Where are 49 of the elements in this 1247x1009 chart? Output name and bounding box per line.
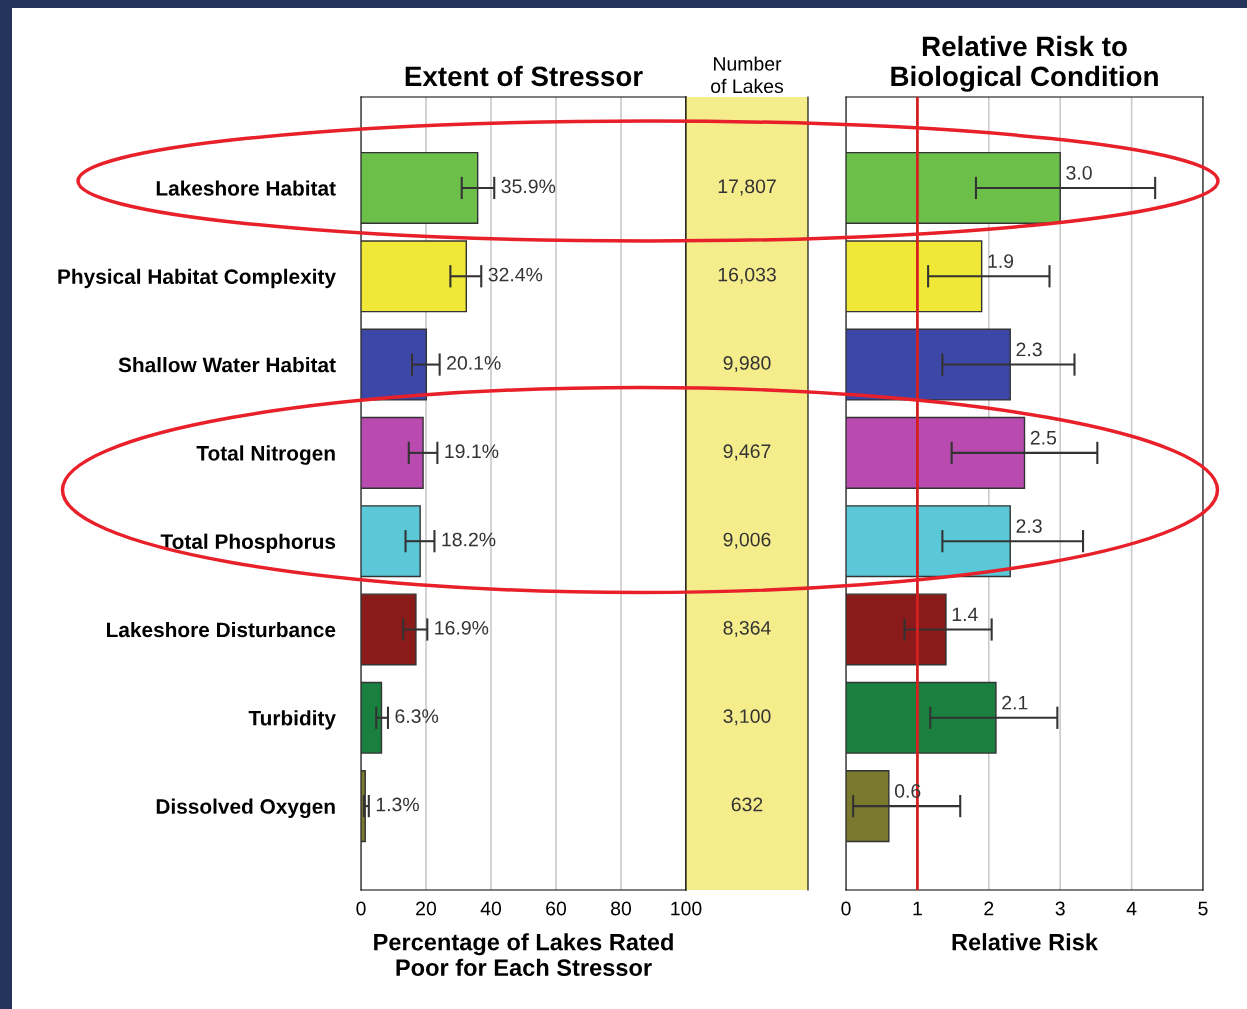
data-label: 9,467 <box>723 444 771 461</box>
data-label: 1.9 <box>988 254 1014 269</box>
x-tick-label: 80 <box>611 901 632 916</box>
x-tick-label: 40 <box>480 901 502 916</box>
text: Number of Lakes <box>711 56 784 94</box>
data-label: 16.9% <box>435 620 489 635</box>
y-tick-label: Lakeshore Habitat <box>156 180 336 196</box>
data-label: 17,807 <box>718 179 776 196</box>
data-label: 6.3% <box>395 709 439 724</box>
data-label: 2.5 <box>1030 430 1057 445</box>
x-tick-label: 4 <box>1126 901 1137 916</box>
bar <box>361 681 383 754</box>
x-axis-title: Relative Risk <box>952 933 1099 951</box>
chart-title: Relative Risk to Biological Condition <box>891 35 1158 92</box>
data-label: 2.3 <box>1016 342 1042 357</box>
x-tick-label: 100 <box>671 901 702 916</box>
x-tick-label: 0 <box>841 901 851 916</box>
data-label: 18.2% <box>442 532 496 547</box>
x-tick-label: 20 <box>416 901 437 916</box>
y-tick-label: Physical Habitat Complexity <box>58 268 336 289</box>
data-label: 632 <box>731 797 763 812</box>
x-tick-label: 1 <box>913 901 922 916</box>
x-tick-label: 2 <box>984 901 994 916</box>
data-label: 1.3% <box>376 797 419 812</box>
x-tick-label: 3 <box>1055 901 1065 916</box>
data-label: 32.4% <box>488 267 543 282</box>
data-label: 9,980 <box>723 356 771 373</box>
y-tick-label: Total Nitrogen <box>196 445 335 465</box>
y-tick-label: Lakeshore Disturbance <box>107 621 336 638</box>
x-tick-label: 0 <box>356 901 366 916</box>
x-axis-title: Percentage of Lakes Rated Poor for Each Stressor <box>374 933 673 976</box>
y-tick-label: Shallow Water Habitat <box>118 357 336 373</box>
y-tick-label: Total Phosphorus <box>160 533 336 554</box>
data-label: 8,364 <box>723 620 771 638</box>
data-label: 35.9% <box>501 179 556 194</box>
data-label: 3,100 <box>723 709 771 726</box>
data-label: 2.1 <box>1002 695 1028 710</box>
data-label: 1.4 <box>952 607 978 622</box>
chart-title: Extent of Stressor <box>405 65 643 87</box>
x-tick-label: 5 <box>1198 901 1208 916</box>
x-tick-label: 60 <box>546 901 567 916</box>
data-label: 20.1% <box>447 356 501 370</box>
data-label: 9,006 <box>723 532 771 549</box>
data-label: 19.1% <box>445 444 499 459</box>
data-label: 16,033 <box>718 267 776 284</box>
data-label: 3.0 <box>1066 165 1092 180</box>
y-tick-label: Turbidity <box>248 710 336 730</box>
y-tick-label: Dissolved Oxygen <box>156 798 335 819</box>
data-label: 2.3 <box>1016 519 1042 533</box>
